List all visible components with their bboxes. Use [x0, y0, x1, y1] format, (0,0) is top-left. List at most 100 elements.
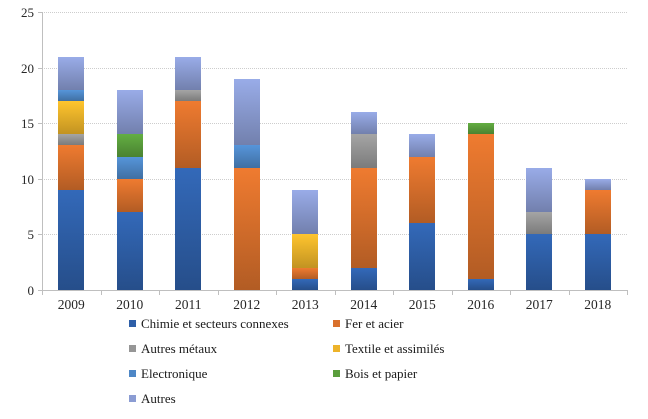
bar-segment: [233, 167, 260, 290]
legend-swatch-icon: [333, 345, 340, 352]
y-tick-mark: [38, 178, 42, 180]
y-tick-label: 25: [21, 5, 34, 20]
gridline: [42, 67, 627, 69]
bar-segment: [58, 56, 85, 90]
bar-stack: [584, 178, 611, 290]
bar-stack: [292, 189, 319, 290]
y-tick-mark: [38, 234, 42, 236]
gridline: [42, 178, 627, 180]
legend-item: Fer et acier: [333, 316, 444, 331]
bar-segment: [526, 234, 553, 290]
legend-label: Bois et papier: [345, 365, 418, 381]
legend-label: Textile et assimilés: [345, 340, 445, 356]
bar-segment: [233, 78, 260, 146]
gridline: [42, 234, 627, 236]
bar-segment: [233, 145, 260, 168]
bar-segment: [175, 100, 202, 168]
legend-item: Electronique: [129, 366, 333, 381]
bar-segment: [292, 278, 319, 290]
bar-segment: [175, 167, 202, 290]
gridline: [42, 12, 627, 13]
legend-swatch-icon: [129, 395, 136, 402]
legend-label: Autres: [141, 390, 176, 406]
y-tick-label: 5: [27, 227, 35, 243]
legend-swatch-icon: [333, 370, 340, 377]
bar-segment: [116, 178, 143, 213]
bar-segment: [350, 267, 377, 290]
y-tick-mark: [38, 12, 42, 13]
x-tick-mark: [510, 291, 511, 295]
bar-segment: [350, 134, 377, 168]
y-tick-label: 0: [27, 283, 35, 298]
x-tick-mark: [217, 291, 219, 295]
legend-item: Bois et papier: [333, 366, 444, 381]
x-tick-mark: [100, 291, 102, 295]
x-tick-label: 2017: [525, 297, 553, 312]
bar-segment: [350, 112, 377, 135]
legend-item: Chimie et secteurs connexes: [129, 316, 333, 331]
bar-segment: [584, 178, 611, 190]
x-tick-mark: [334, 291, 336, 295]
y-tick-mark: [38, 290, 42, 291]
bar-segment: [116, 134, 143, 157]
bar-segment: [526, 167, 553, 213]
legend-label: Fer et acier: [345, 315, 404, 331]
x-tick-label: 2018: [584, 297, 612, 312]
bar-stack: [526, 167, 553, 290]
bar-segment: [58, 100, 85, 135]
x-tick-label: 2013: [291, 297, 319, 312]
legend: Chimie et secteurs connexes Fer et acier A…: [129, 316, 444, 406]
x-tick-label: 2011: [175, 297, 202, 312]
legend-item: Textile et assimilés: [333, 341, 444, 356]
legend-label: Chimie et secteurs connexes: [141, 315, 289, 331]
bar-segment: [116, 89, 143, 135]
y-tick-label: 10: [21, 171, 34, 187]
legend-item: Autres: [129, 391, 333, 406]
y-tick-label: 15: [21, 116, 34, 132]
bar-segment: [350, 167, 377, 268]
y-tick-mark: [38, 67, 42, 69]
bar-stack: [467, 123, 494, 290]
bar-segment: [58, 134, 85, 146]
bar-segment: [467, 278, 494, 290]
bar-segment: [526, 212, 553, 235]
y-axis-line: [42, 12, 43, 291]
bar-segment: [409, 134, 436, 157]
x-tick-label: 2015: [408, 297, 436, 312]
bar-stack: [58, 56, 85, 290]
bar-segment: [467, 123, 494, 135]
bar-segment: [584, 234, 611, 290]
bar-stack: [116, 89, 143, 290]
x-tick-mark: [627, 291, 628, 295]
x-tick-label: 2012: [233, 297, 261, 312]
bar-segment: [116, 156, 143, 179]
bar-segment: [175, 56, 202, 90]
bar-stack: [175, 56, 202, 290]
bar-segment: [292, 189, 319, 235]
bar-segment: [58, 89, 85, 101]
legend-label: Electronique: [141, 365, 208, 381]
legend-swatch-icon: [129, 370, 136, 377]
legend-label: Autres métaux: [141, 340, 218, 356]
legend-swatch-icon: [129, 345, 136, 352]
legend-item: Autres métaux: [129, 341, 333, 356]
bar-stack: [409, 134, 436, 290]
x-tick-label: 2016: [467, 297, 495, 312]
x-tick-mark: [159, 291, 160, 295]
y-tick-mark: [38, 123, 42, 125]
bar-stack: [350, 112, 377, 290]
bar-stack: [233, 78, 260, 290]
bar-segment: [292, 267, 319, 279]
bar-segment: [116, 212, 143, 290]
gridline: [42, 123, 627, 125]
x-tick-mark: [393, 291, 394, 295]
bar-segment: [409, 156, 436, 224]
bar-segment: [584, 189, 611, 235]
bar-segment: [58, 189, 85, 290]
bar-segment: [292, 234, 319, 268]
legend-swatch-icon: [129, 320, 136, 327]
x-tick-mark: [42, 291, 43, 295]
y-tick-label: 20: [21, 60, 34, 76]
x-tick-mark: [451, 291, 453, 295]
